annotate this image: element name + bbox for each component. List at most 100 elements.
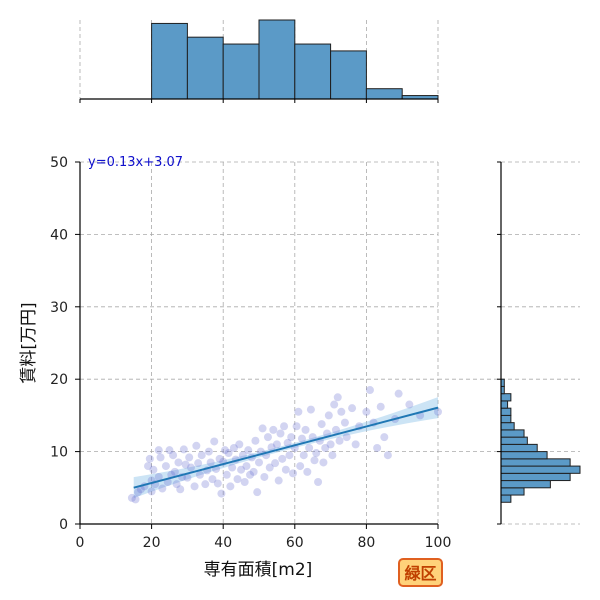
y-tick-label: 40	[50, 227, 68, 243]
scatter-point	[251, 436, 260, 445]
scatter-point	[278, 454, 287, 463]
scatter-point	[197, 451, 206, 460]
scatter-point	[265, 463, 274, 472]
side-histogram-bar	[500, 487, 525, 496]
scatter-point	[258, 424, 267, 433]
scatter-point	[337, 407, 346, 416]
scatter-point	[314, 478, 323, 487]
scatter-point	[237, 465, 246, 474]
scatter-point	[272, 440, 281, 449]
scatter-point	[208, 475, 217, 484]
scatter-point	[201, 480, 210, 489]
scatter-point	[190, 482, 199, 491]
side-histogram-bar	[500, 400, 509, 409]
scatter-point	[285, 451, 294, 460]
side-histogram-panel	[438, 161, 581, 525]
scatter-point	[229, 443, 238, 452]
regression-line	[133, 406, 439, 489]
scatter-point	[235, 440, 244, 449]
scatter-point	[297, 434, 306, 443]
scatter-point	[206, 458, 215, 467]
scatter-point	[274, 476, 283, 485]
scatter-point	[131, 495, 140, 504]
scatter-point	[330, 400, 339, 409]
scatter-point	[238, 451, 247, 460]
y-tick-label: 30	[50, 300, 68, 316]
scatter-point	[276, 429, 285, 438]
scatter-point	[213, 479, 222, 488]
scatter-point	[305, 443, 314, 452]
x-tick-label: 80	[357, 535, 375, 551]
side-histogram-bar	[500, 422, 515, 431]
scatter-point	[204, 447, 213, 456]
y-axis-title: 賃料[万円]	[19, 302, 39, 383]
scatter-point	[376, 402, 385, 411]
scatter-point	[380, 433, 389, 442]
scatter-point	[222, 470, 231, 479]
scatter-point	[310, 456, 319, 465]
side-histogram-bar	[500, 472, 571, 482]
scatter-point	[326, 440, 335, 449]
side-histogram-bar	[500, 465, 581, 474]
side-histogram-bar	[500, 494, 512, 503]
scatter-point	[328, 451, 337, 460]
top-histogram-bar	[258, 19, 296, 100]
scatter-point	[224, 449, 233, 458]
y-tick-label: 20	[50, 372, 68, 388]
top-histogram-bar	[151, 22, 188, 100]
scatter-point	[154, 446, 163, 455]
scatter-point	[228, 463, 237, 472]
side-histogram-bar	[500, 451, 548, 460]
scatter-point	[249, 467, 258, 476]
scatter-point	[269, 425, 278, 434]
side-histogram-bar	[500, 436, 528, 445]
scatter-point	[335, 436, 344, 445]
scatter-point	[220, 446, 229, 455]
scatter-point	[244, 446, 253, 455]
scatter-point	[226, 482, 235, 491]
scatter-point	[246, 470, 255, 479]
scatter-point	[351, 440, 360, 449]
scatter-point	[301, 425, 310, 434]
scatter-point	[294, 407, 303, 416]
scatter-point	[179, 445, 188, 454]
scatter-point	[260, 472, 269, 481]
scatter-point	[263, 433, 272, 442]
scatter-panel: y=0.13x+3.07 0 20 40 60 80 100 0 10 20 30 40 50	[50, 155, 451, 551]
side-histogram-bar	[500, 393, 512, 402]
scatter-point	[149, 465, 158, 474]
top-histogram-panel	[79, 19, 439, 103]
scatter-point	[303, 467, 312, 476]
y-tick-label: 10	[50, 445, 68, 461]
regression-equation: y=0.13x+3.07	[88, 155, 183, 170]
side-histogram-bar	[500, 414, 512, 424]
scatter-point	[319, 458, 328, 467]
district-badge-label: 緑区	[404, 564, 436, 583]
scatter-point	[289, 469, 298, 478]
scatter-point	[434, 407, 442, 416]
scatter-point	[217, 489, 226, 498]
scatter-point	[280, 422, 289, 431]
top-histogram-bar	[294, 43, 332, 100]
scatter-point	[292, 422, 301, 431]
scatter-point	[405, 400, 414, 409]
scatter-point	[348, 404, 357, 413]
scatter-point	[317, 420, 326, 429]
scatter-point	[362, 407, 371, 416]
district-badge: 緑区	[398, 558, 443, 587]
scatter-point	[195, 470, 204, 479]
scatter-point	[233, 475, 242, 484]
scatter-point	[383, 451, 392, 460]
x-axis-title: 専有面積[m2]	[204, 560, 313, 580]
scatter-point	[342, 433, 351, 442]
scatter-point	[147, 487, 156, 496]
scatter-point	[312, 449, 321, 458]
scatter-point	[394, 389, 403, 398]
scatter-point	[267, 443, 276, 452]
x-tick-label: 100	[425, 535, 452, 551]
scatter-point	[185, 453, 194, 462]
scatter-point	[133, 488, 142, 497]
scatter-point	[283, 438, 292, 447]
x-tick-label: 40	[214, 535, 232, 551]
